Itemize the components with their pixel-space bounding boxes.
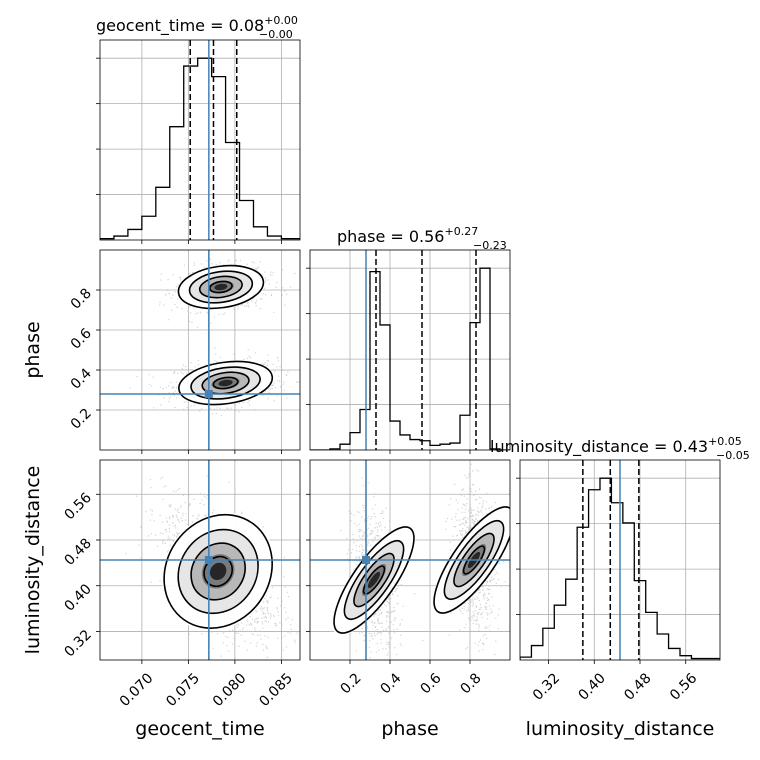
xtick-label-geocent_time-0: 0.070 — [117, 670, 157, 710]
contour-phase_vs_luminosity_distance-1-1 — [443, 520, 505, 600]
xlabel-phase: phase — [381, 718, 438, 740]
ytick-label-luminosity_distance-2: 0.48 — [61, 536, 94, 569]
hist-step-geocent_time — [100, 57, 300, 240]
xlabel-luminosity-distance: luminosity_distance — [526, 718, 715, 740]
xlabel-geocent-time: geocent_time — [135, 718, 264, 740]
hist-luminosity_distance-frame — [519, 459, 721, 661]
ytick-label-phase-0: 0.2 — [68, 406, 95, 433]
ylabel-luminosity-distance: luminosity_distance — [22, 466, 44, 655]
contour-phase_vs_luminosity_distance-1-0 — [433, 506, 510, 614]
panel-geocent_time_vs_luminosity_distance-frame — [99, 459, 301, 661]
contour-geocent_time_vs_phase-1-0 — [178, 360, 274, 406]
panel-geocent_time_vs_phase — [100, 250, 300, 450]
hist-luminosity_distance-grid — [548, 460, 687, 660]
xtick-label-luminosity_distance-0: 0.32 — [530, 670, 563, 703]
xtick-label-phase-2: 0.6 — [418, 670, 445, 697]
contour-geocent_time_vs_luminosity_distance-0-2 — [190, 542, 246, 601]
ytick-label-phase-2: 0.6 — [68, 325, 95, 352]
xtick-label-phase-0: 0.2 — [338, 670, 365, 697]
hist-geocent_time-grid — [141, 40, 282, 240]
xtick-label-geocent_time-3: 0.085 — [256, 670, 296, 710]
contour-geocent_time_vs_phase-1-3 — [212, 376, 239, 390]
xtick-label-geocent_time-1: 0.075 — [163, 670, 203, 710]
hist-phase-grid — [349, 250, 471, 450]
xtick-label-luminosity_distance-2: 0.48 — [621, 670, 654, 703]
panel-phase_vs_luminosity_distance-frame — [309, 459, 511, 661]
density-geocent_time_vs_luminosity_distance-0-4 — [209, 562, 227, 581]
ytick-label-phase-3: 0.8 — [68, 286, 95, 313]
xtick-label-luminosity_distance-1: 0.40 — [576, 670, 609, 703]
panel-geocent_time_vs_luminosity_distance — [100, 460, 300, 660]
hist-phase-frame — [309, 249, 511, 451]
density-phase_vs_luminosity_distance-0-4 — [367, 571, 381, 589]
truth-marker-phase_vs_luminosity_distance — [362, 556, 370, 564]
contour-phase_vs_luminosity_distance-1-3 — [462, 545, 486, 575]
contour-phase_vs_luminosity_distance-0-1 — [343, 540, 405, 620]
xtick-label-phase-1: 0.4 — [378, 670, 405, 697]
contour-geocent_time_vs_phase-0-2 — [198, 275, 243, 299]
density-geocent_time_vs_phase-1-4 — [218, 379, 233, 387]
title-phase-minus: −0.23 — [473, 239, 507, 252]
title-geocent-time-minus: −0.00 — [259, 28, 293, 41]
ytick-label-luminosity_distance-0: 0.32 — [61, 627, 94, 660]
contour-phase_vs_luminosity_distance-1-2 — [453, 532, 495, 588]
title-phase: phase = 0.56+0.27 — [337, 225, 478, 246]
density-geocent_time_vs_phase-0-4 — [214, 283, 228, 291]
title-geocent-time: geocent_time = 0.08+0.00 — [96, 14, 298, 36]
ytick-label-luminosity_distance-1: 0.40 — [61, 581, 94, 614]
xtick-label-luminosity_distance-3: 0.56 — [667, 670, 700, 703]
contour-phase_vs_luminosity_distance-0-3 — [362, 565, 386, 595]
truth-marker-geocent_time_vs_phase — [204, 390, 213, 398]
hist-geocent_time — [100, 40, 300, 240]
xtick-label-geocent_time-2: 0.080 — [210, 670, 250, 710]
panel-geocent_time_vs_phase-frame — [99, 249, 301, 451]
hist-phase — [310, 250, 510, 450]
contour-geocent_time_vs_phase-0-1 — [188, 270, 254, 304]
ytick-label-luminosity_distance-3: 0.56 — [61, 490, 94, 523]
contour-geocent_time_vs_phase-0-3 — [209, 280, 233, 294]
ytick-label-phase-1: 0.4 — [68, 365, 95, 392]
hist-luminosity_distance — [520, 460, 720, 660]
contour-geocent_time_vs_phase-1-1 — [190, 366, 261, 400]
xtick-label-phase-3: 0.8 — [458, 670, 485, 697]
contour-geocent_time_vs_luminosity_distance-0-0 — [163, 513, 273, 629]
hist-geocent_time-frame — [99, 39, 301, 241]
title-luminosity-distance: luminosity_distance = 0.43+0.05 — [490, 435, 742, 457]
samples-phase_vs_luminosity_distance — [340, 463, 506, 660]
title-luminosity-distance-minus: −0.05 — [716, 449, 750, 462]
contour-geocent_time_vs_phase-0-0 — [177, 264, 265, 310]
hist-step-luminosity_distance — [520, 477, 720, 660]
truth-marker-geocent_time_vs_luminosity_distance — [204, 556, 213, 564]
contour-geocent_time_vs_luminosity_distance-0-1 — [177, 528, 259, 615]
panel-phase_vs_luminosity_distance — [310, 460, 510, 660]
ylabel-phase: phase — [22, 321, 44, 378]
contour-phase_vs_luminosity_distance-0-0 — [333, 526, 415, 634]
